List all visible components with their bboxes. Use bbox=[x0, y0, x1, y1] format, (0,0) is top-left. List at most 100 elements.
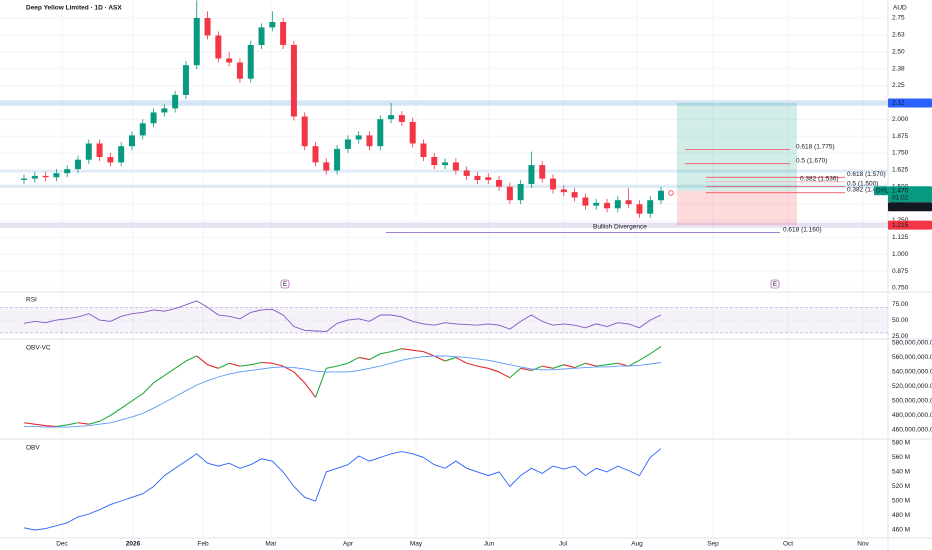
y-tick-label: 2.63 bbox=[892, 32, 905, 39]
fib-label: 0.5 (1.670) bbox=[796, 157, 827, 164]
y-tick-label: 0.875 bbox=[892, 268, 909, 275]
zone bbox=[0, 100, 888, 106]
time-label: May bbox=[410, 541, 423, 548]
candle-body bbox=[474, 175, 481, 180]
candle-body bbox=[647, 200, 654, 214]
indicator-segment bbox=[239, 364, 251, 367]
y-tick-label: 500,000,000.00 bbox=[892, 398, 932, 405]
candle-body bbox=[344, 139, 351, 149]
indicator-segment bbox=[207, 364, 219, 369]
indicator-segment bbox=[56, 424, 68, 427]
fib-label: 0.382 (1.455) bbox=[847, 186, 886, 193]
y-tick-label: 1.125 bbox=[892, 234, 909, 241]
indicator-segment bbox=[585, 362, 597, 367]
pane-title: OBV-VC bbox=[26, 345, 51, 352]
currency: AUD bbox=[893, 5, 907, 12]
indicator-segment bbox=[423, 351, 435, 357]
candle-body bbox=[312, 146, 319, 163]
time-label: Oct bbox=[783, 541, 793, 548]
indicator-segment bbox=[563, 364, 575, 369]
candle-body bbox=[128, 135, 135, 147]
indicator-segment bbox=[99, 415, 111, 422]
indicator-segment bbox=[88, 420, 100, 425]
indicator-segment bbox=[596, 364, 608, 367]
candle-body bbox=[150, 112, 157, 124]
candle-body bbox=[226, 58, 233, 63]
symbol-tag bbox=[874, 186, 888, 196]
indicator-segment bbox=[390, 348, 403, 353]
time-label: Sep bbox=[707, 541, 719, 548]
fib-label: 0.618 (1.570) bbox=[847, 171, 886, 178]
candle-body bbox=[636, 204, 643, 214]
indicator-segment bbox=[250, 361, 262, 366]
indicator-line bbox=[24, 355, 662, 428]
y-tick-label: 560 M bbox=[892, 454, 910, 461]
indicator-segment bbox=[606, 362, 618, 366]
y-tick-label: 500 M bbox=[892, 498, 910, 505]
fib-label: 0.382 (1.536) bbox=[800, 176, 839, 183]
time-label: Apr bbox=[343, 541, 354, 548]
indicator-segment bbox=[45, 425, 57, 427]
indicator-segment bbox=[574, 362, 586, 369]
y-tick-label: 2.000 bbox=[892, 116, 909, 123]
y-tick-label: 1.000 bbox=[892, 251, 909, 258]
event-marker bbox=[280, 279, 290, 289]
candle-body bbox=[506, 186, 513, 201]
chart-title: Deep Yellow Limited · 1D · ASX bbox=[26, 5, 122, 12]
fib-label: 0.5 (1.500) bbox=[847, 180, 878, 187]
candle-body bbox=[658, 190, 664, 201]
candle-body bbox=[420, 143, 427, 158]
indicator-segment bbox=[477, 365, 489, 369]
indicator-segment bbox=[77, 422, 89, 425]
indicator-segment bbox=[196, 355, 208, 366]
price-label-box bbox=[888, 186, 932, 203]
fib-label: 0.618 (1.775) bbox=[796, 143, 835, 150]
y-tick-label: 460 M bbox=[892, 527, 910, 534]
indicator-segment bbox=[34, 423, 46, 427]
pane-title: OBV bbox=[26, 445, 40, 452]
candle-body bbox=[21, 178, 27, 180]
indicator-segment bbox=[531, 365, 543, 371]
indicator-segment bbox=[488, 367, 500, 373]
indicator-segment bbox=[326, 365, 338, 369]
candle-body bbox=[182, 65, 189, 95]
candle-body bbox=[388, 115, 395, 120]
fib-label: 0.618 (1.160) bbox=[783, 226, 822, 233]
candle-body bbox=[517, 184, 524, 201]
price-label: 1.215 bbox=[892, 222, 909, 229]
indicator-segment bbox=[336, 362, 349, 367]
candle-body bbox=[118, 146, 125, 163]
indicator-segment bbox=[67, 422, 79, 426]
candle-body bbox=[204, 17, 211, 36]
symbol-label: DYL bbox=[876, 187, 889, 194]
candle-body bbox=[107, 157, 114, 163]
indicator-segment bbox=[23, 422, 35, 425]
candle-body bbox=[269, 22, 276, 28]
y-tick-label: 2.25 bbox=[892, 82, 905, 89]
y-tick-label: 1.250 bbox=[892, 217, 909, 224]
candle-body bbox=[172, 94, 179, 109]
time-label: 2026 bbox=[126, 541, 141, 548]
candle-body bbox=[193, 17, 200, 66]
y-tick-label: 540 M bbox=[892, 469, 910, 476]
indicator-segment bbox=[401, 348, 413, 351]
event-label: E bbox=[283, 281, 288, 288]
time-label: Aug bbox=[631, 541, 643, 548]
y-tick-label: 1.875 bbox=[892, 133, 909, 140]
candle-body bbox=[31, 175, 38, 179]
candle-body bbox=[431, 157, 438, 166]
candle-body bbox=[215, 35, 222, 59]
indicator-segment bbox=[444, 356, 457, 362]
indicator-segment bbox=[120, 400, 133, 409]
indicator-line bbox=[23, 300, 662, 333]
candle-body bbox=[398, 115, 405, 122]
indicator-segment bbox=[293, 371, 306, 384]
indicator-segment bbox=[347, 356, 359, 364]
candle-body bbox=[571, 192, 578, 198]
indicator-segment bbox=[542, 365, 554, 369]
candle-body bbox=[463, 170, 470, 176]
price-label: 1.470 bbox=[892, 187, 909, 194]
indicator-segment bbox=[218, 362, 230, 369]
